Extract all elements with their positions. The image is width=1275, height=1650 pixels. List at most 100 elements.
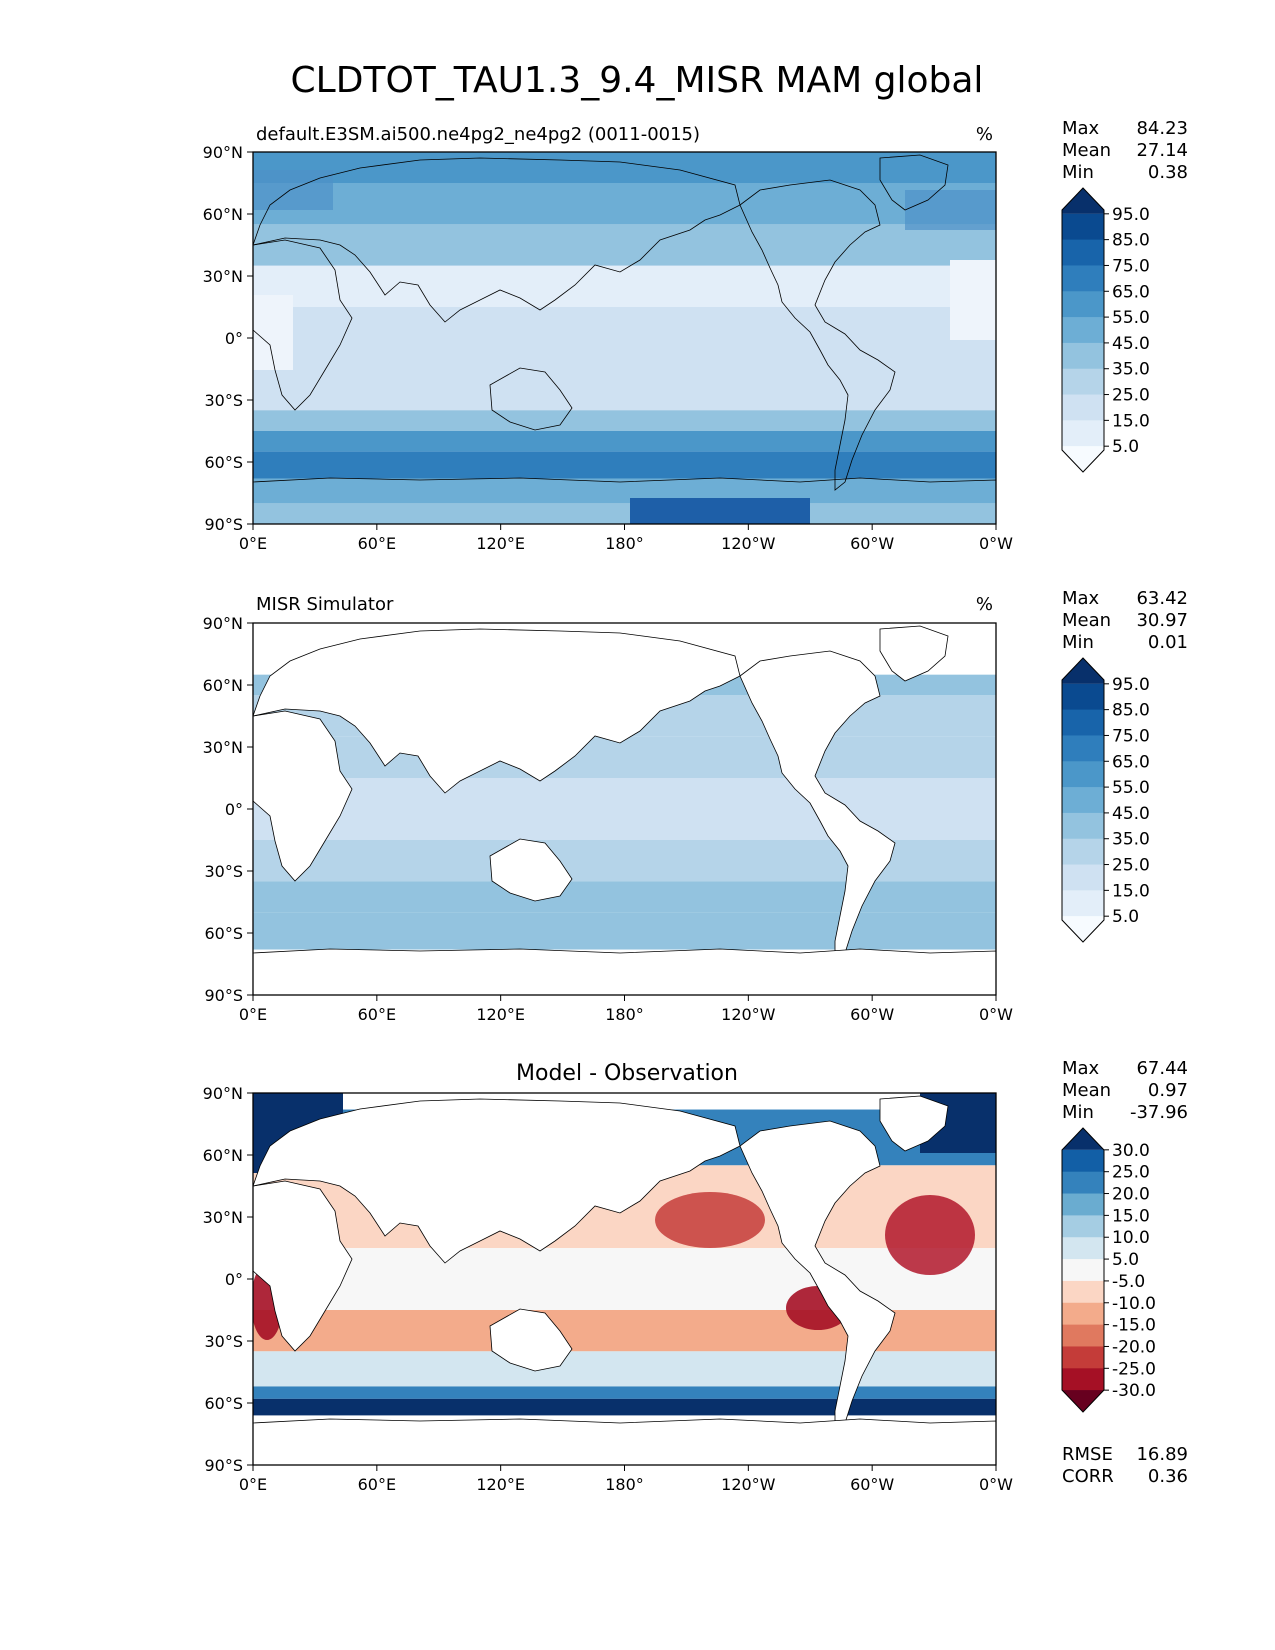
colorbar-label: 95.0: [1112, 205, 1150, 225]
colorbar-segment: [1062, 1193, 1104, 1216]
x-tick-label: 120°W: [721, 534, 776, 553]
y-tick-label: 30°N: [203, 1208, 243, 1227]
colorbar-segment: [1062, 394, 1104, 421]
colorbar-segment: [1062, 1368, 1104, 1391]
colorbar-segment: [1062, 761, 1104, 788]
x-tick-label: 0°W: [979, 1005, 1013, 1024]
colorbar-label: 55.0: [1112, 778, 1150, 798]
panel-model: default.E3SM.ai500.ne4pg2_ne4pg2 (0011-0…: [203, 118, 1188, 553]
x-tick-label: 120°E: [476, 1475, 525, 1494]
colorbar-segment: [1062, 291, 1104, 318]
colorbar-label: 15.0: [1112, 1206, 1150, 1226]
panel-obs-title: MISR Simulator: [256, 594, 394, 615]
panel-model-patch-ross: [630, 498, 810, 524]
y-tick-label: 0°: [225, 329, 243, 348]
colorbar-segment: [1062, 683, 1104, 711]
panel-model-max: 84.23: [1136, 118, 1188, 139]
colorbar-segment: [1062, 317, 1104, 344]
panel-diff-min-label: Min: [1062, 1102, 1094, 1123]
panel-obs: MISR Simulator % 0°E 60°E 120°E 180° 120°W 60…: [203, 588, 1188, 1024]
x-tick-label: 180°: [605, 1005, 644, 1024]
panel-diff-corr: 0.36: [1148, 1466, 1188, 1487]
y-tick-label: 90°N: [203, 143, 243, 162]
x-tick-label: 120°W: [721, 1475, 776, 1494]
panel-diff-max-label: Max: [1062, 1058, 1100, 1079]
y-tick-label: 30°S: [204, 391, 243, 410]
panel-diff-rmse-label: RMSE: [1062, 1444, 1113, 1465]
colorbar-segment: [1062, 239, 1104, 266]
y-tick-label: 60°N: [203, 676, 243, 695]
panel-diff-stats: Max 67.44 Mean 0.97 Min -37.96 RMSE 16.8…: [1062, 1058, 1188, 1487]
colorbar-label: 10.0: [1112, 1228, 1150, 1248]
panel-diff-field: [253, 1093, 996, 1465]
colorbar-label: 65.0: [1112, 282, 1150, 302]
panel-obs-mean: 30.97: [1136, 610, 1188, 631]
colorbar-label: -5.0: [1112, 1272, 1145, 1292]
y-tick-label: 60°S: [204, 924, 243, 943]
panel-diff-title: Model - Observation: [516, 1061, 738, 1086]
panel-model-max-label: Max: [1062, 118, 1100, 139]
panel-diff-colorbar: 30.025.020.015.010.05.0-5.0-10.0-15.0-20…: [1061, 1127, 1156, 1413]
x-tick-label: 60°W: [850, 534, 894, 553]
panel-obs-min: 0.01: [1148, 632, 1188, 653]
zonal-band-0: [253, 152, 996, 183]
colorbar-label: 25.0: [1112, 386, 1150, 406]
zonal-band-6: [253, 410, 996, 431]
colorbar-segment: [1062, 1259, 1104, 1282]
y-tick-label: 90°S: [204, 1456, 243, 1475]
zonal-band-2: [253, 736, 996, 778]
panel-obs-units: %: [976, 594, 993, 615]
y-tick-label: 30°N: [203, 738, 243, 757]
colorbar-label: 55.0: [1112, 308, 1150, 328]
panel-obs-max-label: Max: [1062, 588, 1100, 609]
panel-obs-stats: Max 63.42 Mean 30.97 Min 0.01: [1062, 588, 1188, 653]
y-tick-label: 30°N: [203, 267, 243, 286]
zonal-band-5: [253, 1386, 996, 1399]
x-tick-label: 180°: [605, 534, 644, 553]
colorbar-label: 5.0: [1112, 1250, 1139, 1270]
colorbar-segment: [1062, 1280, 1104, 1304]
colorbar-extend-min: [1062, 446, 1104, 472]
colorbar-label: -15.0: [1112, 1316, 1156, 1336]
panel-model-title: default.E3SM.ai500.ne4pg2_ne4pg2 (0011-0…: [256, 124, 700, 145]
panel-diff-mean-label: Mean: [1062, 1080, 1111, 1101]
panel-model-patch-africa: [253, 295, 293, 370]
colorbar-label: 25.0: [1112, 1163, 1150, 1183]
zonal-band-5: [253, 369, 996, 411]
y-tick-label: 90°S: [204, 515, 243, 534]
colorbar-extend-max: [1062, 188, 1104, 214]
colorbar-label: 15.0: [1112, 881, 1150, 901]
zonal-band-10: [253, 503, 996, 524]
colorbar-segment: [1062, 342, 1104, 370]
colorbar-label: 5.0: [1112, 907, 1139, 927]
zonal-band-6: [253, 1398, 996, 1416]
panel-diff-max: 67.44: [1136, 1058, 1188, 1079]
zonal-band-1: [253, 183, 996, 225]
colorbar-segment: [1062, 1215, 1104, 1238]
panel-obs-max: 63.42: [1136, 588, 1188, 609]
colorbar-label: -10.0: [1112, 1294, 1156, 1314]
colorbar-label: 85.0: [1112, 701, 1150, 721]
colorbar-label: 65.0: [1112, 752, 1150, 772]
panel-model-patch-europe: [253, 170, 333, 210]
x-tick-label: 60°E: [358, 534, 396, 553]
colorbar-segment: [1062, 735, 1104, 762]
zonal-band-9: [253, 478, 996, 504]
y-tick-label: 60°S: [204, 453, 243, 472]
y-tick-label: 90°S: [204, 986, 243, 1005]
colorbar-segment: [1062, 213, 1104, 241]
panel-model-colorbar: 95.0 85.0 75.0 65.0 55.0 45.0 35.0 25.0 15.0 5.0: [1061, 187, 1150, 473]
colorbar-segment: [1062, 1171, 1104, 1195]
panel-diff-mean: 0.97: [1148, 1080, 1188, 1101]
panel-obs-min-label: Min: [1062, 632, 1094, 653]
y-tick-label: 90°N: [203, 614, 243, 633]
colorbar-segment: [1062, 1237, 1104, 1260]
panel-diff-patch-natl: [885, 1195, 975, 1275]
panel-obs-field: [253, 623, 996, 995]
zonal-band-4: [253, 307, 996, 369]
colorbar-label: 75.0: [1112, 726, 1150, 746]
colorbar-extend-min: [1062, 916, 1104, 942]
colorbar-extend-max: [1062, 1128, 1104, 1150]
x-tick-label: 0°E: [239, 534, 267, 553]
